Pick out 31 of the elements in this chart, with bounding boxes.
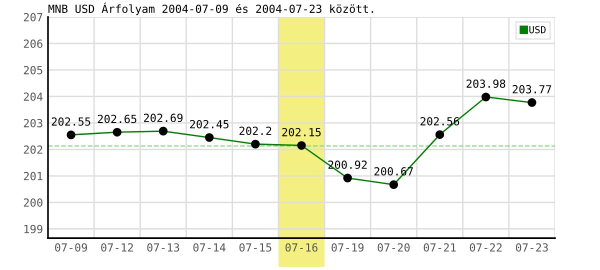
y-tick-label: 203 — [24, 118, 42, 128]
x-tick-label: 07-14 — [193, 243, 226, 252]
x-tick-label: 07-09 — [55, 243, 88, 252]
y-tick-label: 204 — [24, 92, 43, 101]
x-tick-label: 07-19 — [332, 243, 364, 252]
y-tick-label: 202 — [24, 145, 42, 154]
legend-label: USD — [529, 26, 546, 34]
data-label: 202.2 — [240, 126, 272, 136]
x-tick-label: 07-12 — [101, 243, 133, 252]
data-label: 200.92 — [328, 160, 367, 169]
data-label: 202.69 — [144, 114, 183, 122]
data-label: 202.65 — [98, 114, 136, 124]
x-tick-label: 07-21 — [424, 243, 456, 252]
data-label: 203.98 — [466, 79, 506, 88]
data-label: 202.45 — [190, 120, 228, 128]
x-tick-label: 07-23 — [516, 243, 548, 252]
x-tick-label: 07-15 — [239, 243, 272, 252]
y-tick-label: 205 — [24, 66, 42, 74]
x-tick-label: 07-16 — [286, 243, 318, 252]
x-tick-label: 07-13 — [147, 243, 180, 252]
y-tick-label: 201 — [24, 172, 42, 180]
y-tick-label: 200 — [24, 198, 42, 207]
y-tick-label: 206 — [24, 39, 42, 48]
x-tick-label: 07-20 — [378, 243, 410, 252]
chart-title: MNB USD Árfolyam 2004-07-09 és 2004-07-23 között. — [48, 2, 374, 16]
y-tick-label: 199 — [24, 224, 42, 234]
data-label: 203.77 — [512, 85, 552, 94]
y-tick-label: 207 — [24, 13, 42, 22]
x-tick-label: 07-22 — [470, 243, 502, 252]
data-label: 202.15 — [282, 128, 321, 136]
data-label: 202.55 — [52, 117, 90, 126]
